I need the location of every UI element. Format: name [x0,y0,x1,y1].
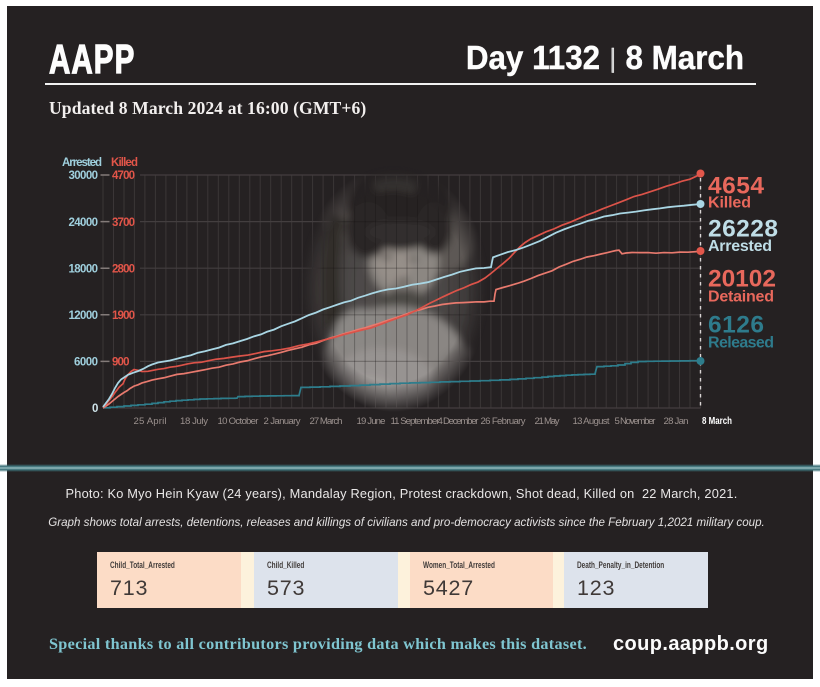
svg-text:Released: Released [708,335,774,352]
svg-text:6126: 6126 [708,312,764,339]
svg-text:900: 900 [112,357,130,369]
svg-text:8 March: 8 March [702,416,732,427]
svg-text:26228: 26228 [708,216,778,243]
svg-text:4654: 4654 [708,173,764,200]
svg-text:Arrested: Arrested [62,157,102,169]
svg-text:6000: 6000 [74,357,98,369]
svg-text:Killed: Killed [111,157,138,169]
svg-text:25 April: 25 April [134,416,167,427]
svg-text:13 August: 13 August [573,416,610,427]
svg-text:3700: 3700 [112,217,135,229]
svg-text:18000: 18000 [69,263,99,275]
svg-text:Killed: Killed [708,195,751,212]
svg-text:2 January: 2 January [264,416,301,427]
svg-text:Arrested: Arrested [708,238,772,255]
svg-text:27 March: 27 March [310,416,343,427]
svg-text:4 December: 4 December [438,416,480,427]
svg-text:5 November: 5 November [615,416,657,427]
svg-text:0: 0 [92,403,98,415]
svg-text:21 May: 21 May [535,416,560,427]
svg-text:20102: 20102 [708,266,776,293]
svg-text:19 June: 19 June [357,416,386,427]
svg-text:2800: 2800 [112,263,135,275]
svg-text:24000: 24000 [69,217,99,229]
svg-text:12000: 12000 [69,310,99,322]
svg-text:10 October: 10 October [218,416,260,427]
svg-text:30000: 30000 [69,170,99,182]
svg-text:Detained: Detained [708,289,774,306]
svg-text:1900: 1900 [112,310,135,322]
svg-text:4700: 4700 [112,170,135,182]
svg-text:18 July: 18 July [180,416,208,427]
svg-text:26 February: 26 February [481,416,526,427]
svg-text:28 Jan: 28 Jan [664,416,689,427]
svg-text:11 September: 11 September [391,416,441,427]
